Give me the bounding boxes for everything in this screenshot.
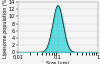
Y-axis label: Liposome population (%): Liposome population (%) bbox=[3, 0, 8, 58]
X-axis label: Size (µm): Size (µm) bbox=[46, 61, 70, 64]
